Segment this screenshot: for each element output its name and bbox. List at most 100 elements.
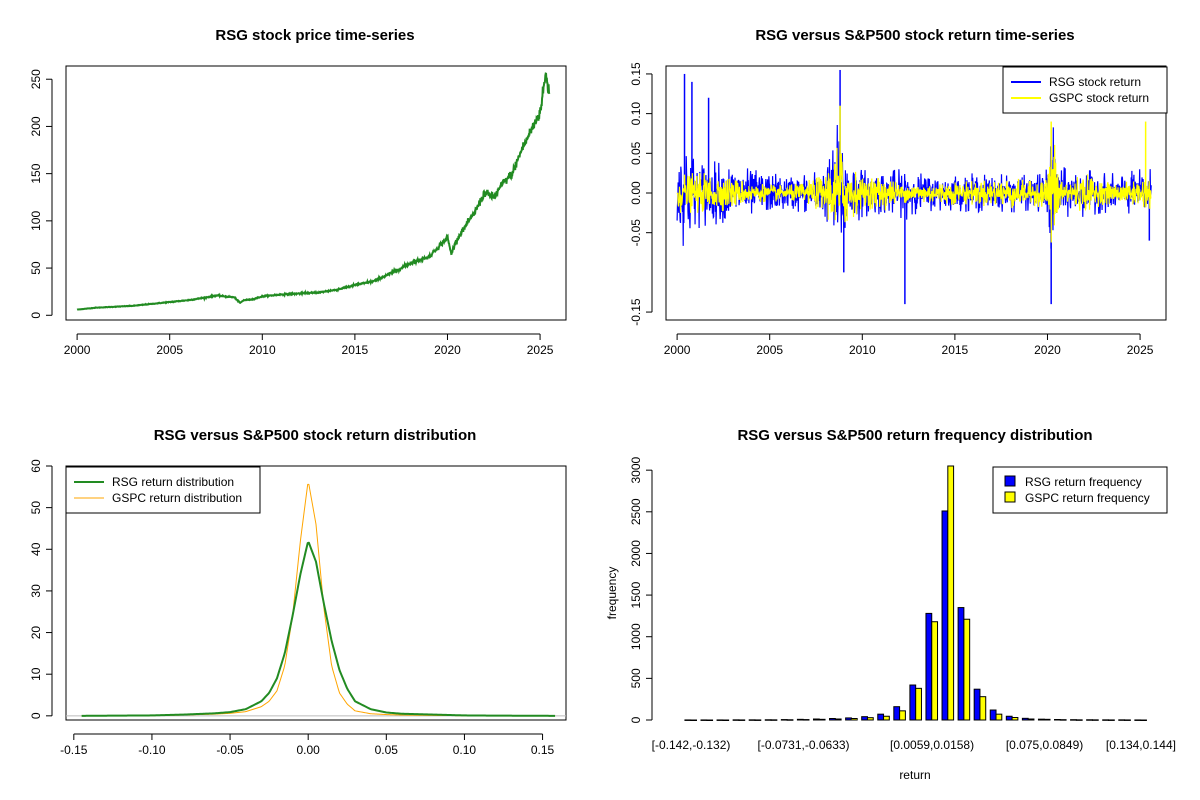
- bar-gspc-frequency: [1075, 719, 1083, 721]
- y-tick-label: 1500: [629, 581, 643, 608]
- bar-gspc-frequency: [1043, 718, 1051, 721]
- bar-rsg-frequency: [1070, 719, 1077, 721]
- x-tick-label: 2010: [249, 343, 276, 357]
- bar-rsg-frequency: [877, 713, 885, 721]
- bar-gspc-frequency: [883, 715, 890, 721]
- bar-rsg-frequency: [1102, 719, 1109, 721]
- y-tick-label: 20: [29, 626, 43, 640]
- x-tick-label: [0.134,0.144]: [1106, 738, 1176, 752]
- bar-gspc-frequency: [706, 719, 714, 721]
- y-tick-label: 50: [29, 501, 43, 515]
- bar-rsg-frequency: [748, 719, 756, 721]
- x-tick-label: 0.10: [453, 743, 477, 757]
- x-tick-label: 2020: [1034, 343, 1061, 357]
- legend-label-rsg-frequency: RSG return frequency: [1025, 475, 1142, 489]
- y-tick-label: 60: [29, 459, 43, 473]
- x-tick-label: [-0.0731,-0.0633): [757, 738, 849, 752]
- bar-gspc-frequency: [722, 719, 730, 721]
- bar-gspc-frequency: [866, 717, 874, 721]
- bar-gspc-frequency: [690, 719, 697, 721]
- x-tick-label: 2000: [664, 343, 691, 357]
- bar-gspc-frequency: [850, 718, 858, 721]
- series-line-gspc-return: [676, 144, 1152, 243]
- legend-label-rsg-return: RSG stock return: [1049, 75, 1141, 89]
- x-tick-label: 2015: [342, 343, 369, 357]
- y-tick-label: 2000: [629, 540, 643, 567]
- bar-gspc-frequency: [1108, 719, 1115, 721]
- bar-rsg-frequency: [1086, 719, 1093, 721]
- legend-swatch-gspc-frequency: [1004, 491, 1016, 503]
- x-tick-label: [0.0059,0.0158): [890, 738, 974, 752]
- bar-gspc-frequency: [1091, 719, 1099, 721]
- legend-label-gspc-return: GSPC stock return: [1049, 91, 1149, 105]
- bar-rsg-frequency: [1005, 715, 1013, 721]
- bar-gspc-frequency: [1011, 717, 1019, 721]
- density-line-gspc: [81, 483, 556, 717]
- chart-title: RSG stock price time-series: [215, 27, 414, 44]
- bar-gspc-frequency: [754, 719, 762, 721]
- y-axis-label: frequency: [605, 567, 619, 620]
- bar-rsg-frequency: [909, 684, 917, 721]
- x-tick-label: -0.10: [138, 743, 166, 757]
- y-tick-label: 0.15: [629, 62, 643, 86]
- bar-rsg-frequency: [941, 510, 949, 721]
- bar-gspc-frequency: [786, 719, 794, 721]
- bar-rsg-frequency: [957, 607, 965, 721]
- bar-rsg-frequency: [732, 719, 740, 721]
- bar-rsg-frequency: [893, 706, 901, 721]
- y-tick-label: 50: [29, 261, 43, 275]
- bar-gspc-frequency: [802, 719, 810, 721]
- series-line-rsg-price: [76, 72, 551, 311]
- bar-rsg-frequency: [1118, 719, 1126, 721]
- x-tick-label: -0.15: [60, 743, 88, 757]
- panel-return-distribution: RSG versus S&P500 stock return distribut…: [29, 427, 567, 757]
- y-tick-label: 0: [29, 312, 43, 319]
- bar-rsg-frequency: [861, 716, 868, 721]
- bar-gspc-frequency: [995, 713, 1003, 721]
- bar-gspc-frequency: [947, 465, 955, 721]
- bar-rsg-frequency: [1134, 719, 1142, 721]
- panel-return-time-series: RSG versus S&P500 stock return time-seri…: [629, 27, 1168, 357]
- y-tick-label: 40: [29, 542, 43, 556]
- bar-rsg-frequency: [764, 719, 772, 721]
- x-tick-label: 2015: [942, 343, 969, 357]
- legend-label-rsg-distribution: RSG return distribution: [112, 475, 234, 489]
- bar-rsg-frequency: [829, 718, 836, 721]
- x-tick-label: 2010: [849, 343, 876, 357]
- y-tick-label: 30: [29, 584, 43, 598]
- legend-box: [1002, 66, 1168, 114]
- y-tick-label: 100: [29, 211, 43, 231]
- x-tick-label: [-0.142,-0.132): [652, 738, 731, 752]
- legend-box: [65, 466, 261, 514]
- panel-price-time-series: RSG stock price time-series 2000 2005 2010…: [29, 27, 567, 357]
- density-line-rsg: [81, 541, 556, 717]
- bar-gspc-frequency: [931, 621, 939, 721]
- y-tick-label: 150: [29, 163, 43, 183]
- plot-frame: [65, 65, 567, 321]
- x-axis-label: return: [899, 768, 930, 782]
- bar-rsg-frequency: [700, 719, 708, 721]
- bar-gspc-frequency: [915, 687, 922, 721]
- y-tick-label: 0: [629, 716, 643, 723]
- x-tick-label: 2025: [527, 343, 554, 357]
- bar-gspc-frequency: [770, 719, 778, 721]
- y-tick-label: 0: [29, 712, 43, 719]
- bar-rsg-frequency: [1021, 717, 1029, 721]
- bar-gspc-frequency: [834, 718, 842, 721]
- legend-label-gspc-distribution: GSPC return distribution: [112, 491, 242, 505]
- bar-gspc-frequency: [963, 618, 971, 721]
- bar-gspc-frequency: [1140, 719, 1147, 721]
- bar-rsg-frequency: [925, 612, 933, 721]
- bar-gspc-frequency: [738, 719, 746, 721]
- y-tick-label: 10: [29, 667, 43, 681]
- chart-title: RSG versus S&P500 stock return distribut…: [154, 427, 477, 444]
- x-tick-label: 2020: [434, 343, 461, 357]
- x-tick-label: 0.00: [297, 743, 321, 757]
- plot-frame: [65, 465, 567, 721]
- bar-rsg-frequency: [716, 719, 724, 721]
- y-tick-label: 250: [29, 69, 43, 89]
- bar-gspc-frequency: [1027, 718, 1035, 721]
- y-tick-label: 1000: [629, 623, 643, 650]
- legend-swatch-rsg-frequency: [1004, 475, 1016, 487]
